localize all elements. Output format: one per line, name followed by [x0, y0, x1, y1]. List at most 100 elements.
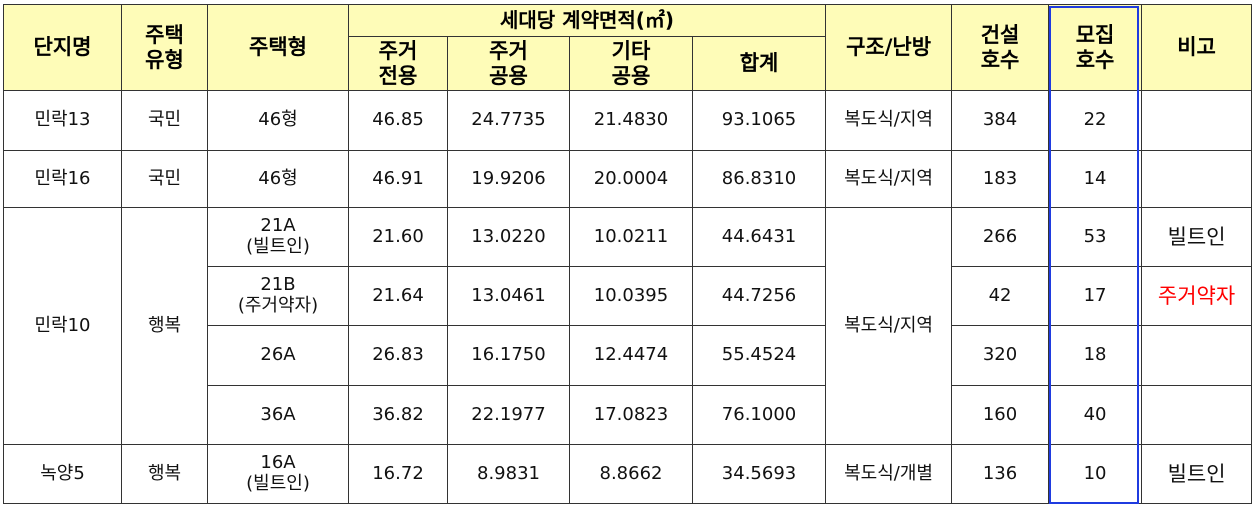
- header-structure: 구조/난방: [825, 4, 953, 91]
- cell-built: 320: [951, 325, 1050, 386]
- header-total: 합계: [691, 36, 827, 91]
- cell-exclusive: 36.82: [348, 385, 448, 445]
- cell-model-line1: 16A: [260, 452, 296, 474]
- cell-model: 21A (빌트인): [207, 207, 349, 267]
- table-row: 민락10 행복 21A (빌트인) 21.60 13.0220 10.0211 …: [3, 207, 1253, 445]
- cell-model: 21B (주거약자): [207, 266, 349, 326]
- cell-total: 86.8310: [691, 150, 827, 208]
- cell-exclusive: 26.83: [348, 325, 448, 386]
- cell-total: 44.6431: [691, 207, 827, 267]
- cell-other: 8.8662: [569, 444, 693, 504]
- cell-exclusive: 46.91: [348, 150, 448, 208]
- cell-total: 44.7256: [691, 266, 827, 326]
- cell-remark: [1141, 150, 1253, 208]
- cell-exclusive: 21.64: [348, 266, 448, 326]
- cell-exclusive: 46.85: [348, 90, 448, 151]
- cell-total: 55.4524: [691, 325, 827, 386]
- cell-common: 24.7735: [447, 90, 570, 151]
- cell-type: 행복: [121, 444, 208, 504]
- cell-built: 384: [951, 90, 1050, 151]
- header-housing-type-line1: 주택: [145, 23, 184, 48]
- cell-model-line2: (빌트인): [246, 236, 310, 257]
- cell-remark: [1141, 90, 1253, 151]
- header-other-common-line1: 기타: [611, 39, 651, 64]
- header-other-common-line2: 공용: [611, 63, 651, 88]
- cell-common: 16.1750: [447, 325, 570, 386]
- cell-recruit: 18: [1048, 325, 1143, 386]
- cell-common: 22.1977: [447, 385, 570, 445]
- cell-recruit: 17: [1048, 266, 1143, 326]
- cell-type: 국민: [121, 90, 208, 151]
- cell-remark: 빌트인: [1141, 444, 1253, 504]
- header-recruit-line1: 모집: [1075, 23, 1115, 48]
- cell-model: 46형: [207, 90, 349, 151]
- header-recruit-units: 모집 호수: [1048, 4, 1143, 91]
- cell-common: 13.0461: [447, 266, 570, 326]
- cell-model-line1: 21B: [260, 274, 296, 296]
- header-res-exclusive: 주거 전용: [348, 36, 448, 91]
- header-res-excl-line1: 주거: [378, 39, 418, 64]
- cell-other: 10.0211: [569, 207, 693, 267]
- table-row: 26A 26.83 16.1750 12.4474 55.4524 320 18: [4, 325, 1253, 386]
- cell-common: 8.9831: [447, 444, 570, 504]
- header-built-line2: 호수: [980, 47, 1020, 72]
- cell-total: 34.5693: [691, 444, 827, 504]
- header-res-common: 주거 공용: [447, 36, 570, 91]
- cell-complex: 민락13: [3, 90, 122, 151]
- cell-other: 12.4474: [569, 325, 693, 386]
- housing-table: 단지명 주택 유형 주택형 세대당 계약면적(㎡) 구조/난방 건설 호수 모집…: [3, 4, 1253, 504]
- cell-common: 19.9206: [447, 150, 570, 208]
- header-built-units: 건설 호수: [951, 4, 1050, 91]
- cell-type: 국민: [121, 150, 208, 208]
- header-recruit-line2: 호수: [1075, 47, 1115, 72]
- cell-recruit: 14: [1048, 150, 1143, 208]
- cell-model-line2: (주거약자): [237, 295, 319, 316]
- cell-type: 행복: [121, 207, 208, 445]
- header-built-line1: 건설: [980, 23, 1020, 48]
- cell-built: 160: [951, 385, 1050, 445]
- cell-recruit: 22: [1048, 90, 1143, 151]
- cell-built: 266: [951, 207, 1050, 267]
- header-row-1: 단지명 주택 유형 주택형 세대당 계약면적(㎡) 구조/난방 건설 호수 모집…: [3, 4, 1253, 91]
- header-remark: 비고: [1141, 4, 1253, 91]
- cell-remark: [1141, 385, 1253, 445]
- cell-other: 17.0823: [569, 385, 693, 445]
- cell-total: 76.1000: [691, 385, 827, 445]
- cell-other: 21.4830: [569, 90, 693, 151]
- header-res-common-line2: 공용: [489, 63, 528, 88]
- cell-structure: 복도식/지역: [825, 90, 953, 151]
- cell-remark: 빌트인: [1141, 207, 1253, 267]
- cell-model: 36A: [207, 385, 349, 445]
- cell-structure: 복도식/개별: [825, 444, 953, 504]
- cell-complex: 민락16: [3, 150, 122, 208]
- header-housing-type: 주택 유형: [121, 4, 208, 91]
- cell-model-line1: 21A: [260, 215, 296, 237]
- cell-model: 16A (빌트인): [207, 444, 349, 504]
- header-row-2: 주거 전용 주거 공용 기타 공용 합계: [4, 36, 1252, 91]
- header-other-common: 기타 공용: [569, 36, 693, 91]
- cell-remark: [1141, 325, 1253, 386]
- table-row: 민락13 국민 46형 46.85 24.7735 21.4830 93.106…: [3, 90, 1253, 151]
- header-res-excl-line2: 전용: [378, 63, 418, 88]
- header-house-model: 주택형: [207, 4, 349, 91]
- table-row: 민락16 국민 46형 46.91 19.9206 20.0004 86.831…: [3, 150, 1253, 208]
- header-housing-type-line2: 유형: [145, 47, 184, 72]
- cell-complex: 녹양5: [3, 444, 122, 504]
- cell-structure: 복도식/지역: [825, 207, 953, 445]
- cell-built: 136: [951, 444, 1050, 504]
- cell-complex: 민락10: [3, 207, 122, 445]
- cell-total: 93.1065: [691, 90, 827, 151]
- cell-built: 42: [951, 266, 1050, 326]
- header-complex: 단지명: [3, 4, 122, 91]
- cell-recruit: 53: [1048, 207, 1143, 267]
- table-row: 녹양5 행복 16A (빌트인) 16.72 8.9831 8.8662 34.…: [3, 444, 1253, 504]
- cell-structure: 복도식/지역: [825, 150, 953, 208]
- cell-model-line2: (빌트인): [246, 473, 310, 494]
- cell-remark: 주거약자: [1141, 266, 1253, 326]
- cell-common: 13.0220: [447, 207, 570, 267]
- cell-model: 46형: [207, 150, 349, 208]
- cell-exclusive: 16.72: [348, 444, 448, 504]
- header-res-common-line1: 주거: [489, 39, 528, 64]
- header-area-group: 세대당 계약면적(㎡): [347, 4, 827, 37]
- cell-recruit: 40: [1048, 385, 1143, 445]
